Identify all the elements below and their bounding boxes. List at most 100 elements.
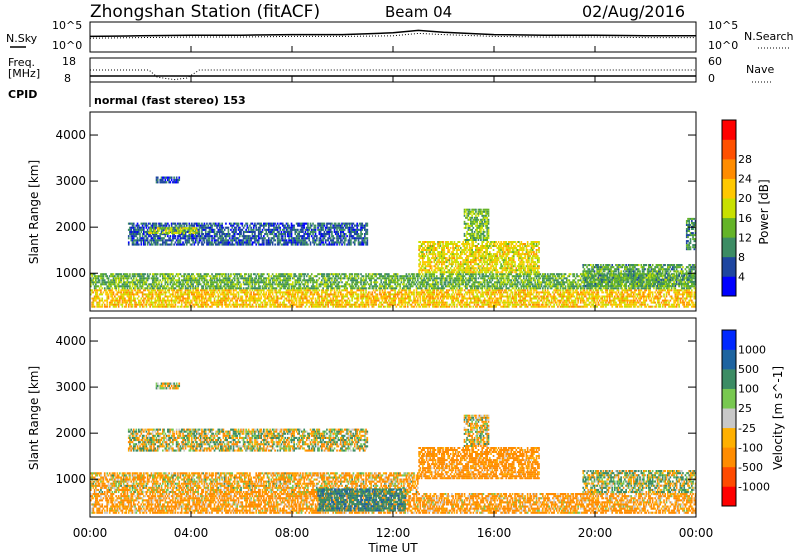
power-cell [405,293,408,296]
power-cell [232,289,235,292]
power-cell [132,279,135,282]
power-cell [475,305,477,308]
power-cell [114,301,116,304]
power-cell [317,295,319,298]
power-cell [448,277,451,280]
power-cell [191,277,193,280]
power-cell [178,299,181,302]
power-cell [178,281,181,284]
power-cell [534,289,537,292]
power-cell [198,291,201,294]
power-cell [428,283,431,286]
power-cell [417,275,419,278]
power-cell [446,279,448,282]
power-cell [245,301,247,304]
power-cell [187,291,189,294]
power-cell [598,299,601,302]
power-cell [285,299,288,302]
power-cell [261,275,264,278]
power-cell [148,291,150,294]
power-cell [153,281,155,284]
power-cell [340,275,342,278]
power-cell [441,281,443,284]
power-cell [178,289,181,292]
power-cell [477,281,480,284]
power-cell [413,289,415,292]
power-cell [545,303,548,306]
power-cell [231,299,234,302]
power-cell [427,281,429,284]
power-cell [620,293,622,296]
power-cell [194,297,197,300]
power-cell [458,289,461,292]
power-cell [342,301,345,304]
power-cell [454,273,457,276]
power-cell [386,275,389,278]
power-cell [581,305,583,308]
power-cell [156,273,159,276]
power-cell [297,305,299,308]
power-cell [247,285,250,288]
power-cell [364,303,366,306]
power-cell [523,281,525,284]
power-cell [538,297,540,300]
power-cell [120,297,122,300]
power-cell [375,281,377,284]
power-cell [478,273,481,276]
power-cell [270,283,273,286]
power-cell [379,293,381,296]
power-cell [632,297,635,300]
power-cell [425,291,428,294]
power-cell [164,273,167,276]
power-cell [150,299,153,302]
power-cell [111,299,114,302]
power-cell [674,291,677,294]
power-cell [185,303,188,306]
power-cell [502,273,505,276]
power-cell [617,289,620,292]
power-cell [590,293,592,296]
power-cell [271,273,274,276]
power-cell [299,275,302,278]
power-cell [294,281,297,284]
power-cell [121,289,124,292]
power-cell [327,303,329,306]
power-cell [141,295,144,298]
power-cell [246,299,249,302]
power-cell [377,297,380,300]
power-cell [298,301,300,304]
power-cell [211,281,213,284]
power-cell [145,303,148,306]
power-cell [564,295,567,298]
power-cell [114,299,116,302]
power-cell [380,279,383,282]
power-cell [353,301,356,304]
power-cell [524,299,526,302]
power-cell [322,277,324,280]
power-cell [146,295,149,298]
power-cell [528,293,530,296]
power-cell [417,293,419,296]
power-cell [427,283,429,286]
power-cell [153,289,155,292]
power-cell [362,283,365,286]
power-cell [294,285,297,288]
power-cell [405,283,408,286]
power-cell [515,293,518,296]
power-cell [687,295,689,298]
power-cell [117,295,120,298]
power-cell [365,279,367,282]
power-cell [591,299,593,302]
power-cell [160,289,163,292]
power-cell [204,277,207,280]
power-cell [507,297,510,300]
power-cell [316,305,318,308]
power-cell [348,301,351,304]
power-cell [199,283,202,286]
power-cell [491,293,494,296]
power-cell [371,277,374,280]
power-cell [496,301,499,304]
power-cell [327,283,329,286]
power-cell [196,289,198,292]
power-cell [241,297,244,300]
